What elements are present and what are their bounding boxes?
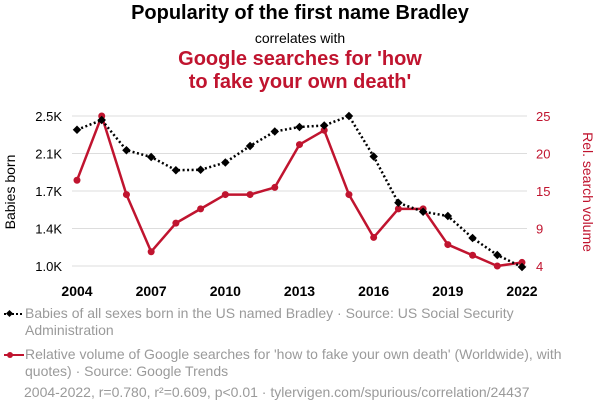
series-searches-point	[345, 191, 353, 199]
x-tick-label: 2010	[210, 283, 241, 299]
series-searches-point	[469, 251, 477, 259]
series-babies-point	[369, 152, 378, 161]
right-tick-label: 15	[536, 184, 550, 199]
series-babies-point	[517, 262, 527, 272]
series-searches-point	[320, 126, 328, 134]
series-searches-point	[394, 205, 402, 213]
left-tick-label: 1.4K	[35, 222, 62, 237]
x-tick-label: 2016	[358, 283, 389, 299]
series-babies	[72, 111, 527, 272]
legend-item-babies: Babies of all sexes born in the US named…	[4, 305, 594, 339]
series-babies-point	[72, 125, 82, 135]
legend-swatch-babies	[4, 309, 24, 318]
x-tick-label: 2004	[61, 283, 92, 299]
series-searches-point	[221, 191, 229, 199]
legend-item-searches: Relative volume of Google searches for '…	[4, 346, 594, 380]
series-babies-point	[295, 122, 304, 132]
series-searches-point	[73, 176, 81, 184]
left-tick-label: 1.0K	[35, 259, 62, 274]
series-searches-point	[518, 258, 526, 266]
left-tick-label: 2.5K	[35, 109, 62, 124]
series-searches-point	[122, 191, 130, 199]
legend-label-babies: Babies of all sexes born in the US named…	[25, 305, 514, 338]
series-babies-point	[196, 165, 205, 175]
series-searches-point	[246, 191, 254, 199]
x-tick-label: 2022	[506, 283, 537, 299]
series-searches-point	[147, 248, 155, 256]
series-babies-point	[171, 165, 181, 175]
series-babies-point	[97, 115, 106, 125]
series-babies-point	[344, 111, 354, 121]
x-axis-ticks: 2004 2007 2010 2013 2016 2019 2022	[61, 283, 537, 299]
left-tick-label: 2.1K	[35, 147, 62, 162]
right-axis-label: Rel. search volume	[580, 132, 596, 252]
series-searches-point	[493, 262, 501, 270]
left-axis-ticks: 1.0K 1.4K 1.7K 2.1K 2.5K	[35, 109, 62, 274]
chart-title-secondary-line-2: to fake your own death'	[188, 71, 412, 93]
chart-title-secondary-line-1: Google searches for 'how	[178, 48, 422, 70]
series-babies-point	[146, 152, 156, 162]
series-babies-point	[394, 198, 403, 208]
series-babies-point	[122, 145, 131, 155]
legend-swatch-searches	[4, 352, 24, 358]
x-tick-label: 2007	[136, 283, 167, 299]
series-searches-point	[370, 233, 378, 241]
series-searches-point	[271, 183, 279, 191]
x-tick-label: 2019	[432, 283, 463, 299]
legend-label-searches: Relative volume of Google searches for '…	[25, 346, 562, 379]
series-babies-point	[245, 141, 255, 151]
series-searches-point	[197, 205, 205, 213]
left-axis-label: Babies born	[2, 155, 18, 230]
x-tick-label: 2013	[284, 283, 315, 299]
series-babies-point	[493, 250, 502, 260]
right-tick-label: 20	[536, 147, 550, 162]
series-babies-point	[319, 121, 329, 130]
series-babies-point	[418, 207, 428, 216]
chart-title: Popularity of the first name Bradley	[131, 2, 469, 24]
series-searches-point	[296, 141, 303, 149]
series-babies-point	[270, 127, 280, 136]
series-searches-point	[444, 241, 452, 249]
right-axis-ticks: 4 9 15 20 25	[536, 109, 550, 274]
left-tick-label: 1.7K	[35, 184, 62, 199]
right-tick-label: 4	[536, 259, 543, 274]
chart-title-secondary: Google searches for 'how to fake your ow…	[0, 48, 600, 94]
series-babies-point	[468, 233, 477, 243]
series-babies-point	[443, 211, 453, 221]
right-tick-label: 25	[536, 109, 550, 124]
footer-stats: 2004-2022, r=0.780, r²=0.609, p<0.01 · t…	[24, 384, 530, 400]
series-babies-point	[221, 158, 230, 167]
series-searches-point	[172, 219, 180, 227]
chart-subtitle: correlates with	[254, 30, 346, 46]
grid-lines	[72, 115, 527, 267]
right-tick-label: 9	[536, 222, 543, 237]
